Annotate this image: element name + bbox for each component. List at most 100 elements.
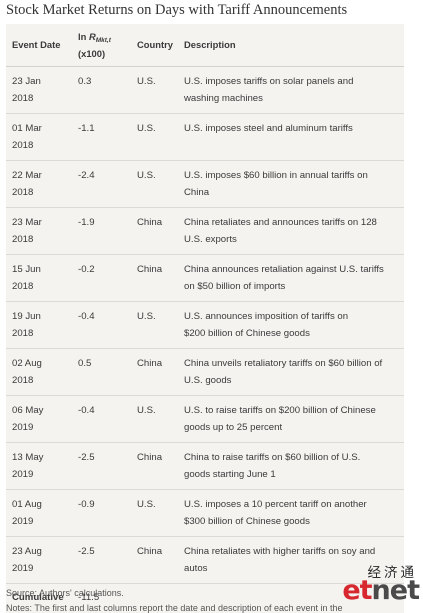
table-row: 13 May 2019 -2.5 China China to raise tariff…: [6, 442, 404, 490]
description-line: China: [184, 186, 210, 198]
event-date-cell: 19 Jun 2018: [6, 301, 72, 349]
event-date-day: 02 Aug: [12, 358, 42, 369]
logo-chinese-text: 经济通: [367, 565, 417, 581]
table-header-row: Event Date ln RMkt,t (x100) Country Descr…: [6, 24, 404, 67]
description-line: U.S. imposes steel and aluminum tariffs: [184, 123, 353, 134]
description-cell: U.S. imposes tariffs on solar panels and…: [178, 66, 404, 114]
table-row: 06 May 2019 -0.4 U.S. U.S. to raise tariffs …: [6, 395, 404, 443]
table-row: 22 Mar 2018 -2.4 U.S. U.S. imposes $60 billi…: [6, 160, 404, 208]
header-return: ln RMkt,t (x100): [72, 24, 131, 67]
cumulative-value: -11.5: [78, 592, 100, 603]
description-cell: China to raise tariffs on $60 billion of…: [178, 442, 404, 490]
event-date-cell: 02 Aug 2018: [6, 348, 72, 396]
event-date-year: 2019: [12, 421, 34, 433]
table-row: 23 Jan 2018 0.3 U.S. U.S. imposes tariffs on…: [6, 66, 404, 114]
return-cell: -2.5: [72, 442, 131, 490]
event-date-cell: 23 Mar 2018: [6, 207, 72, 255]
description-line: washing machines: [184, 92, 263, 104]
table-row: 01 Aug 2019 -0.9 U.S. U.S. imposes a 10 perc…: [6, 489, 404, 537]
event-date-cell: 01 Mar 2018: [6, 113, 72, 161]
event-date-day: 19 Jun: [12, 311, 41, 322]
country-cell: China: [131, 536, 178, 584]
event-date-cell: 22 Mar 2018: [6, 160, 72, 208]
return-cell: 0.5: [72, 348, 131, 396]
country-cell: China: [131, 442, 178, 490]
event-date-day: 23 Aug: [12, 546, 42, 557]
description-line: goods starting June 1: [184, 468, 276, 480]
country-cell: China: [131, 207, 178, 255]
table-row: 02 Aug 2018 0.5 China China unveils retaliat…: [6, 348, 404, 396]
return-prefix: ln: [78, 31, 89, 42]
logo-wordmark: etnet: [342, 575, 420, 606]
table-row: 01 Mar 2018 -1.1 U.S. U.S. imposes steel and…: [6, 113, 404, 161]
return-cell: -0.2: [72, 254, 131, 302]
event-date-year: 2018: [12, 327, 34, 339]
header-country: Country: [131, 24, 178, 67]
description-line: China retaliates and announces tariffs o…: [184, 217, 377, 228]
cumulative-label: Cumulative: [12, 592, 64, 603]
table-row: 15 Jun 2018 -0.2 China China announces retal…: [6, 254, 404, 302]
description-cell: U.S. announces imposition of tariffs on $…: [178, 301, 404, 349]
country-cell: U.S.: [131, 395, 178, 443]
header-description: Description: [178, 24, 404, 67]
country-cell: China: [131, 348, 178, 396]
description-cell: U.S. to raise tariffs on $200 billion of…: [178, 395, 404, 443]
source-note: Source: Authors' calculations.: [6, 588, 124, 598]
event-date-year: 2018: [12, 374, 34, 386]
description-line: on $50 billion of imports: [184, 280, 286, 292]
description-cell: China retaliates with higher tariffs on …: [178, 536, 404, 584]
description-line: U.S. exports: [184, 233, 237, 245]
description-cell: U.S. imposes $60 billion in annual tarif…: [178, 160, 404, 208]
description-line: China announces retaliation against U.S.…: [184, 264, 384, 275]
event-date-cell: 13 May 2019: [6, 442, 72, 490]
return-cell: 0.3: [72, 66, 131, 114]
event-date-year: 2018: [12, 139, 34, 151]
event-date-day: 01 Aug: [12, 499, 42, 510]
description-cell: China retaliates and announces tariffs o…: [178, 207, 404, 255]
event-date-day: 23 Jan: [12, 76, 41, 87]
return-symbol: R: [88, 31, 96, 42]
country-cell: U.S.: [131, 66, 178, 114]
country-cell: China: [131, 254, 178, 302]
header-event-date: Event Date: [6, 24, 72, 67]
description-line: $300 billion of Chinese goods: [184, 515, 310, 527]
return-cell: -2.5: [72, 536, 131, 584]
table-row: 23 Aug 2019 -2.5 China China retaliates with…: [6, 536, 404, 584]
event-date-cell: 23 Aug 2019: [6, 536, 72, 584]
description-line: U.S. to raise tariffs on $200 billion of…: [184, 405, 376, 416]
description-line: goods up to 25 percent: [184, 421, 283, 433]
event-date-year: 2019: [12, 515, 34, 527]
description-line: U.S. goods: [184, 374, 232, 386]
returns-table: Event Date ln RMkt,t (x100) Country Descr…: [6, 24, 404, 613]
event-date-cell: 15 Jun 2018: [6, 254, 72, 302]
cumulative-row: Cumulative -11.5: [6, 584, 404, 613]
description-cell: China unveils retaliatory tariffs on $60…: [178, 348, 404, 396]
table-body: 23 Jan 2018 0.3 U.S. U.S. imposes tariffs on…: [6, 66, 404, 613]
description-line: $200 billion of Chinese goods: [184, 327, 310, 339]
event-date-year: 2019: [12, 562, 34, 574]
return-cell: -0.4: [72, 301, 131, 349]
description-cell: U.S. imposes a 10 percent tariff on anot…: [178, 489, 404, 537]
logo-et: et: [342, 575, 372, 606]
event-date-cell: 06 May 2019: [6, 395, 72, 443]
event-date-year: 2018: [12, 280, 34, 292]
event-date-year: 2018: [12, 92, 34, 104]
return-cell: -2.4: [72, 160, 131, 208]
event-date-year: 2018: [12, 233, 34, 245]
return-subscript: Mkt: [95, 37, 107, 44]
etnet-logo: 经济通 etnet: [337, 561, 420, 609]
description-line: China to raise tariffs on $60 billion of…: [184, 452, 361, 463]
description-line: autos: [184, 562, 208, 574]
return-unit: (x100): [78, 48, 106, 59]
event-date-day: 13 May: [12, 452, 44, 463]
description-line: U.S. imposes tariffs on solar panels and: [184, 76, 354, 87]
event-date-cell: 01 Aug 2019: [6, 489, 72, 537]
description-line: U.S. announces imposition of tariffs on: [184, 311, 349, 322]
event-date-cell: 23 Jan 2018: [6, 66, 72, 114]
country-cell: U.S.: [131, 160, 178, 208]
event-date-day: 15 Jun: [12, 264, 41, 275]
event-date-day: 23 Mar: [12, 217, 42, 228]
event-date-year: 2018: [12, 186, 34, 198]
description-cell: U.S. imposes steel and aluminum tariffs: [178, 113, 404, 161]
returns-table-container: Event Date ln RMkt,t (x100) Country Descr…: [6, 24, 404, 613]
